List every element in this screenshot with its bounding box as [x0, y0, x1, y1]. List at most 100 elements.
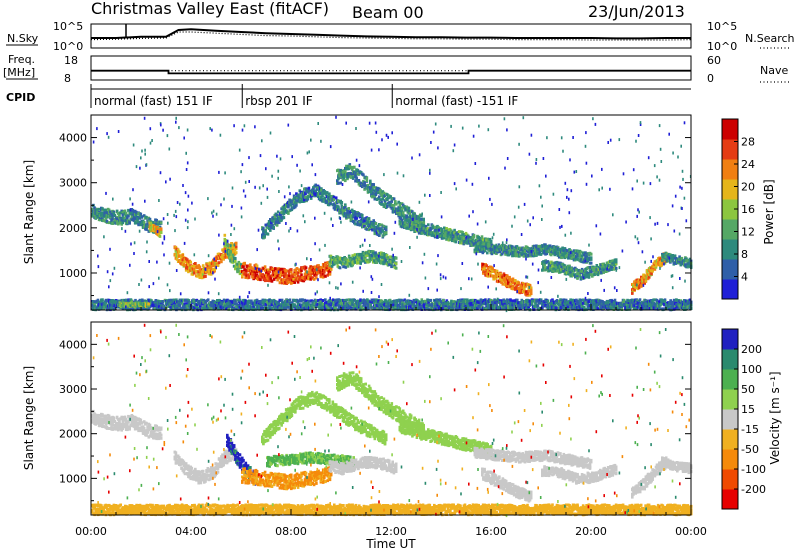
data-cell — [101, 298, 104, 302]
data-cell — [270, 303, 274, 307]
data-cell — [384, 257, 388, 261]
data-cell — [386, 205, 389, 208]
data-cell — [673, 254, 677, 258]
data-cell — [140, 215, 144, 219]
data-cell — [531, 249, 535, 253]
data-cell — [227, 305, 230, 308]
data-cell — [273, 214, 277, 218]
data-cell — [327, 265, 331, 269]
data-cell — [242, 264, 245, 268]
data-cell — [535, 244, 538, 248]
data-cell — [584, 275, 587, 279]
data-cell — [256, 275, 260, 279]
data-cell — [380, 200, 383, 204]
data-cell — [309, 276, 312, 279]
data-cell — [105, 219, 109, 223]
data-cell — [230, 242, 233, 246]
data-cell — [281, 207, 285, 211]
noise-left-tick-top: 10^5 — [53, 20, 83, 33]
frequency-right-tick-bottom: 0 — [707, 72, 714, 85]
data-cell — [363, 187, 366, 191]
data-cell — [221, 254, 224, 257]
data-cell — [251, 271, 254, 275]
data-cell — [474, 247, 478, 251]
data-cell — [363, 219, 366, 223]
data-cell — [333, 207, 337, 211]
data-cell — [548, 244, 552, 248]
data-cell — [99, 302, 102, 306]
data-cell — [514, 279, 517, 282]
data-cell — [394, 256, 398, 260]
data-cell — [276, 272, 279, 276]
data-cell — [351, 176, 355, 180]
data-cell — [214, 259, 217, 262]
data-cell — [633, 287, 636, 291]
data-cell — [492, 277, 495, 281]
data-cell — [350, 217, 354, 221]
data-cell — [320, 196, 323, 200]
data-cell — [652, 265, 656, 268]
data-cell — [393, 264, 397, 268]
data-cell — [389, 255, 392, 259]
data-cell — [261, 233, 264, 237]
data-cell — [400, 218, 404, 222]
data-cell — [366, 253, 369, 257]
data-cell — [420, 217, 423, 221]
data-cell — [91, 208, 94, 211]
data-cell — [263, 234, 266, 238]
data-cell — [383, 199, 387, 203]
data-cell — [216, 264, 220, 267]
data-cell — [422, 221, 426, 225]
data-cell — [243, 307, 246, 311]
data-cell — [183, 304, 186, 308]
data-cell — [369, 185, 372, 189]
data-cell — [299, 275, 302, 279]
data-cell — [337, 168, 340, 172]
data-cell — [370, 257, 374, 261]
data-cell — [175, 298, 178, 302]
data-cell — [461, 231, 464, 234]
data-cell — [329, 256, 333, 260]
data-cell — [394, 266, 398, 270]
data-cell — [95, 208, 99, 212]
data-cell — [337, 181, 340, 185]
data-cell — [506, 274, 509, 278]
data-cell — [234, 259, 237, 263]
data-cell — [380, 202, 383, 206]
data-cell — [407, 206, 411, 210]
data-cell — [210, 307, 213, 311]
data-cell — [411, 225, 414, 228]
data-cell — [101, 216, 104, 220]
data-cell — [355, 177, 358, 181]
data-cell — [209, 267, 213, 271]
data-cell — [156, 299, 160, 303]
data-cell — [188, 307, 192, 311]
data-cell — [382, 203, 386, 207]
data-cell — [352, 256, 356, 260]
data-cell — [222, 298, 226, 302]
data-cell — [213, 269, 216, 273]
data-cell — [141, 299, 144, 303]
data-cell — [357, 179, 361, 182]
data-cell — [149, 221, 153, 225]
data-cell — [198, 265, 202, 269]
data-cell — [433, 235, 437, 239]
data-cell — [100, 211, 103, 215]
data-cell — [93, 300, 96, 304]
data-cell — [370, 253, 374, 257]
data-cell — [485, 264, 489, 268]
data-cell — [398, 201, 402, 205]
data-cell — [361, 259, 365, 263]
data-cell — [614, 260, 618, 264]
data-cell — [238, 298, 242, 302]
data-cell — [321, 194, 324, 198]
data-cell — [250, 299, 253, 303]
data-cell — [568, 264, 571, 268]
data-cell — [277, 300, 280, 304]
data-cell — [529, 292, 533, 296]
data-cell — [370, 190, 373, 194]
data-cell — [585, 255, 588, 259]
cpid-segments-group: normal (fast) 151 IF rbsp 201 IF normal (f… — [90, 84, 691, 108]
data-cell — [289, 203, 292, 207]
